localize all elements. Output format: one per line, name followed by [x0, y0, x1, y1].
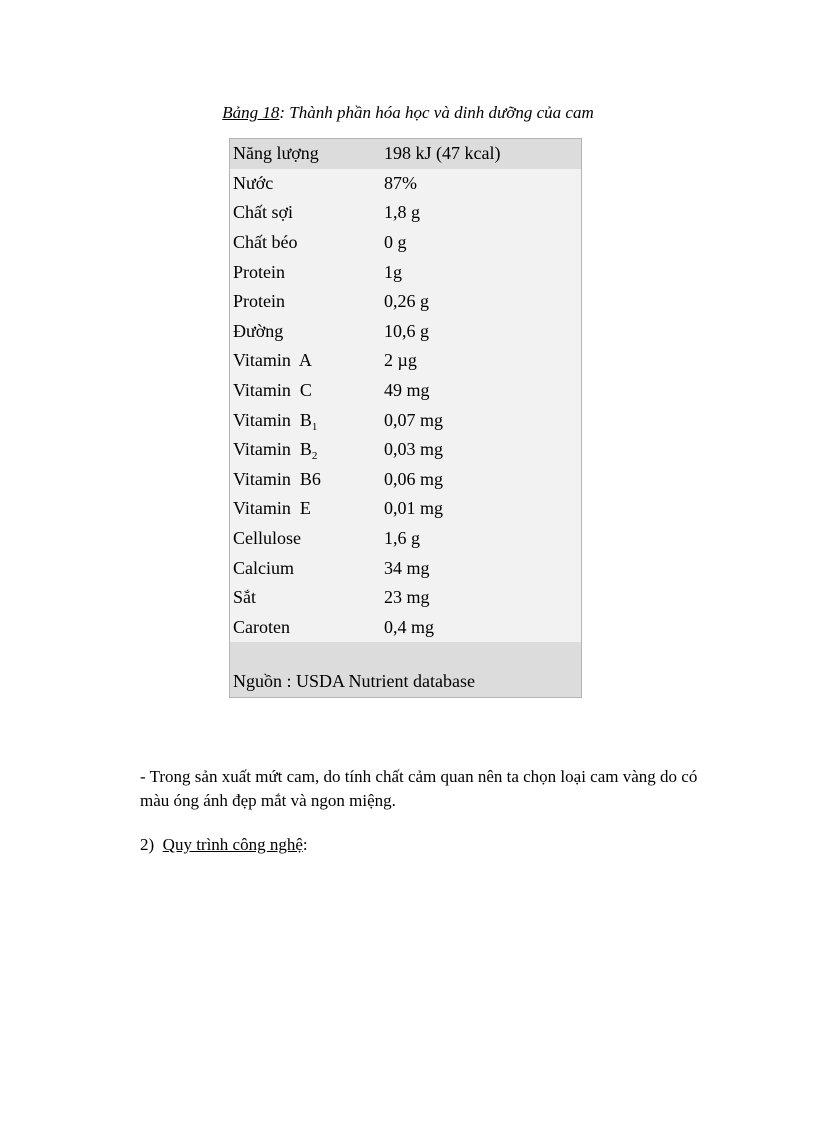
nutrient-value: 0,07 mg: [384, 409, 444, 430]
nutrient-name: Protein: [233, 291, 285, 312]
caption-text: : Thành phần hóa học và dinh dưỡng của c…: [279, 103, 594, 122]
nutrient-name: Calcium: [233, 557, 294, 578]
nutrient-name: Caroten: [233, 616, 290, 637]
table-row: Vitamin A 2 µg: [230, 346, 581, 376]
body-paragraph: - Trong sản xuất mứt cam, do tính chất c…: [140, 767, 698, 810]
section-title: Quy trình công nghệ: [162, 835, 303, 854]
nutrient-name: Năng lượng: [233, 143, 319, 164]
nutrient-value: 34 mg: [384, 557, 430, 578]
nutrient-value: 0,01 mg: [384, 498, 444, 519]
nutrient-name: Protein: [233, 261, 285, 282]
table-row: Vitamin E 0,01 mg: [230, 494, 581, 524]
table-row: Nước 87%: [230, 169, 581, 199]
nutrient-name: Vitamin B2: [233, 439, 318, 463]
nutrient-name: Vitamin B1: [233, 409, 318, 433]
table-row: Caroten 0,4 mg: [230, 613, 581, 643]
nutrient-name: Vitamin C: [233, 380, 312, 401]
nutrient-value: 0,26 g: [384, 291, 429, 312]
table-row: Chất béo 0 g: [230, 228, 581, 258]
nutrient-value: 0 g: [384, 232, 407, 253]
nutrient-value: 0,03 mg: [384, 439, 444, 460]
nutrient-name: Chất sợi: [233, 202, 294, 223]
section-number: 2): [140, 835, 155, 854]
table-row: Đường 10,6 g: [230, 317, 581, 347]
nutrient-value: 1,8 g: [384, 202, 420, 223]
caption-label: Bảng 18: [222, 103, 280, 122]
nutrient-name: Chất béo: [233, 232, 298, 253]
nutrition-table: Năng lượng 198 kJ (47 kcal) Nước 87% Chất sợ…: [229, 138, 582, 699]
table-row: Vitamin C 49 mg: [230, 376, 581, 406]
nutrient-value: 10,6 g: [384, 320, 429, 341]
nutrient-name: Vitamin A: [233, 350, 312, 371]
table-row: Calcium 34 mg: [230, 553, 581, 583]
table-row: Cellulose 1,6 g: [230, 524, 581, 554]
nutrient-name: Sắt: [233, 587, 257, 608]
nutrient-value: 49 mg: [384, 380, 430, 401]
nutrient-name: Cellulose: [233, 528, 301, 549]
table-source: Nguồn : USDA Nutrient database: [230, 642, 581, 698]
nutrient-value: 2 µg: [384, 350, 417, 371]
table-caption: Bảng 18: Thành phần hóa học và dinh dưỡn…: [0, 103, 816, 123]
section-heading: 2) Quy trình công nghệ:: [140, 835, 308, 855]
nutrient-value: 1g: [384, 261, 402, 282]
table-row: Protein 1g: [230, 257, 581, 287]
nutrient-name: Đường: [233, 320, 284, 341]
table-row: Protein 0,26 g: [230, 287, 581, 317]
nutrient-value: 1,6 g: [384, 528, 420, 549]
table-row: Vitamin B2 0,03 mg: [230, 435, 581, 465]
nutrient-name: Vitamin B6: [233, 468, 321, 489]
table-row: Vitamin B1 0,07 mg: [230, 405, 581, 435]
nutrient-value: 198 kJ (47 kcal): [384, 143, 501, 164]
nutrient-value: 87%: [384, 172, 417, 193]
table-row: Chất sợi 1,8 g: [230, 198, 581, 228]
nutrient-name: Vitamin E: [233, 498, 311, 519]
table-row: Vitamin B6 0,06 mg: [230, 465, 581, 495]
nutrient-value: 23 mg: [384, 587, 430, 608]
table-row: Năng lượng 198 kJ (47 kcal): [230, 139, 581, 169]
section-suffix: :: [302, 835, 308, 854]
nutrient-name: Nước: [233, 172, 274, 193]
nutrient-value: 0,4 mg: [384, 616, 435, 637]
table-row: Sắt 23 mg: [230, 583, 581, 613]
nutrient-value: 0,06 mg: [384, 468, 444, 489]
